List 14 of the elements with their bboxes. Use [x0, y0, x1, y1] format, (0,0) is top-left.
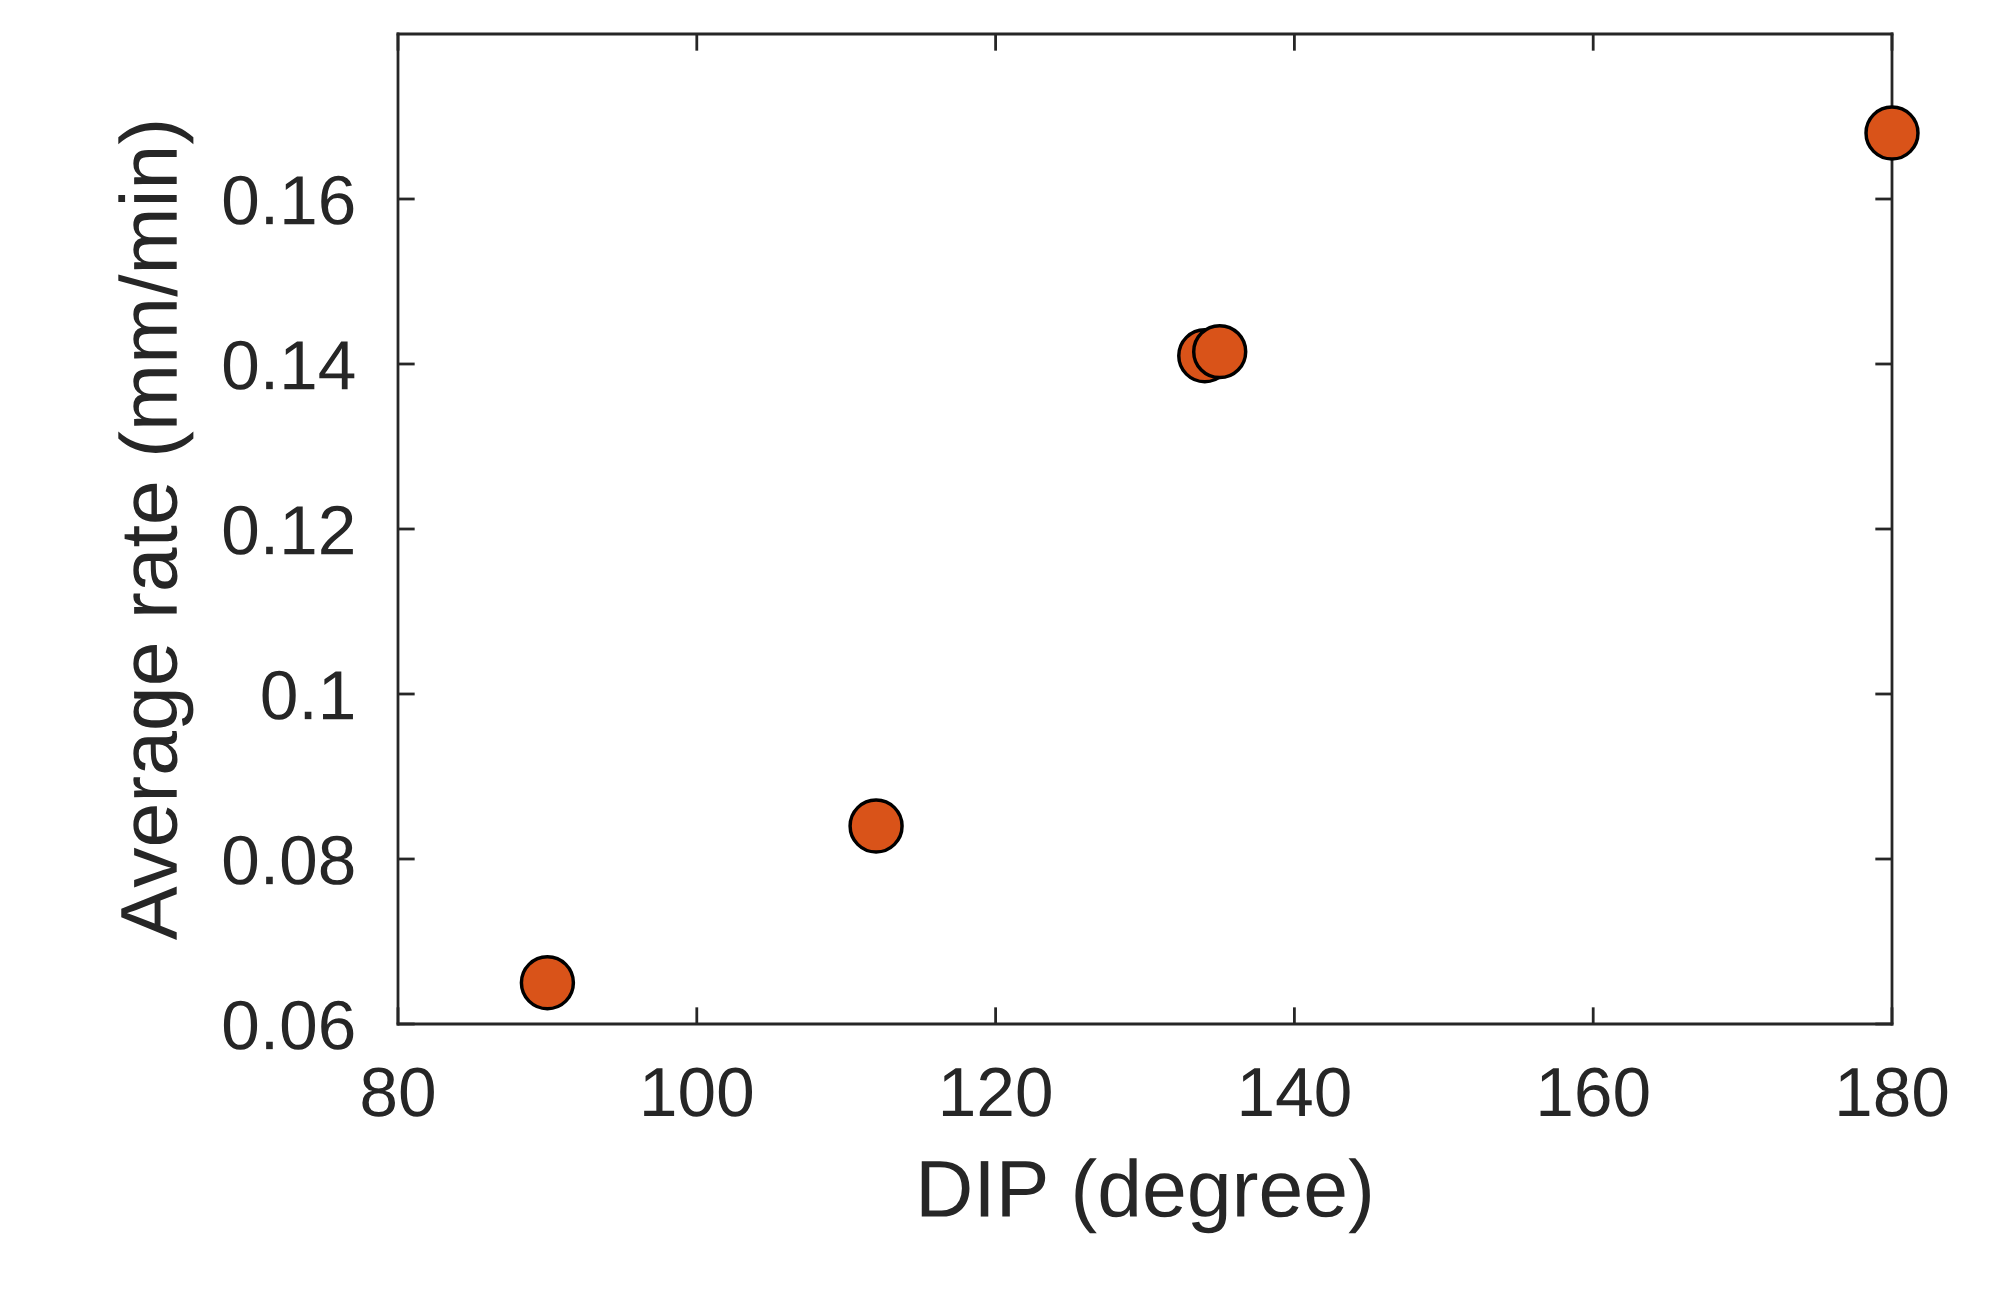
x-tick-label: 100: [644, 1067, 753, 1117]
x-tick-label: 140: [1241, 1067, 1350, 1117]
y-tick-label: 0.16: [223, 175, 354, 225]
y-axis-title: Average rate (mm/min): [118, 122, 194, 940]
y-tick-label: 0.08: [223, 835, 354, 885]
y-tick-label: 0.06: [223, 1000, 354, 1050]
x-tick-label: 120: [942, 1067, 1051, 1117]
x-axis-title: DIP (degree): [921, 1158, 1370, 1234]
y-tick-label: 0.1: [262, 670, 353, 720]
y-tick-label: 0.12: [223, 505, 353, 555]
x-tick-label: 160: [1540, 1067, 1649, 1117]
y-tick-label: 0.14: [223, 340, 355, 390]
x-tick-label: 80: [362, 1067, 434, 1117]
x-tick-label: 180: [1839, 1067, 1948, 1117]
